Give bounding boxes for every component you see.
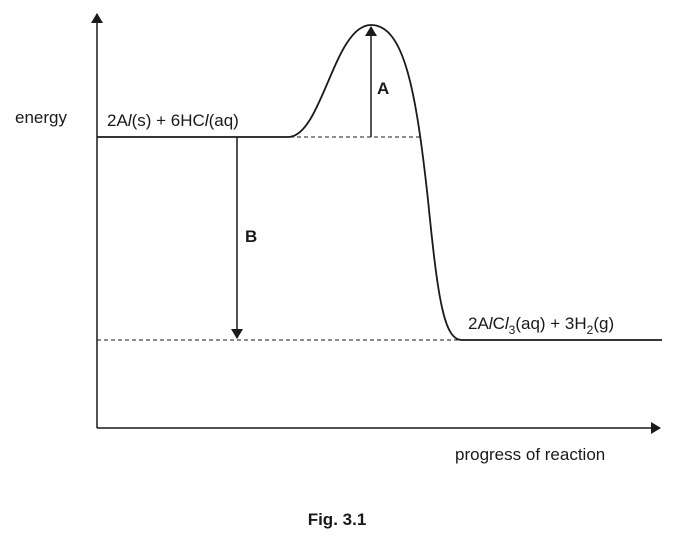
text-part: l (505, 314, 510, 333)
text-part: l (489, 314, 494, 333)
text-part: (aq) + 3H (515, 314, 586, 333)
text-part: 2A (468, 314, 489, 333)
y-axis-label: energy (15, 108, 67, 127)
subscript: 3 (509, 323, 516, 337)
x-axis-label: progress of reaction (455, 445, 605, 464)
text-part: l (128, 111, 133, 130)
text-part: (aq) (209, 111, 239, 130)
products-label: 2AlCl3(aq) + 3H2(g) (468, 314, 614, 337)
arrow-b-label: B (245, 227, 257, 246)
subscript: 2 (587, 323, 594, 337)
text-part: (g) (593, 314, 614, 333)
text-part: l (205, 111, 210, 130)
text-part: 2A (107, 111, 128, 130)
energy-curve (97, 24, 662, 341)
text-part: C (493, 314, 505, 333)
arrow-a-label: A (377, 79, 389, 98)
reactants-label: 2Al(s) + 6HCl(aq) (107, 111, 239, 130)
text-part: (s) + 6HC (132, 111, 205, 130)
caption: Fig. 3.1 (308, 510, 367, 529)
